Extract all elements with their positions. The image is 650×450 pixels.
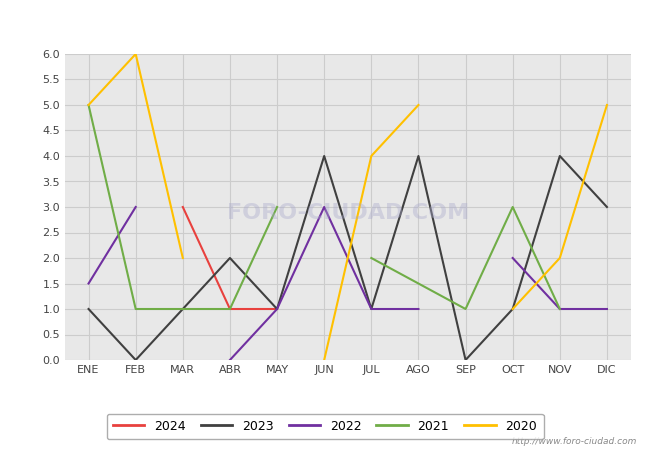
2023: [415, 153, 422, 159]
Line: 2020: 2020: [88, 54, 183, 258]
Legend: 2024, 2023, 2022, 2021, 2020: 2024, 2023, 2022, 2021, 2020: [107, 414, 543, 439]
Text: http://www.foro-ciudad.com: http://www.foro-ciudad.com: [512, 436, 637, 446]
2023: [367, 306, 375, 312]
2022: [132, 204, 140, 210]
2023: [179, 306, 187, 312]
Line: 2022: 2022: [88, 207, 136, 284]
2023: [603, 204, 611, 210]
Text: FORO-CIUDAD.COM: FORO-CIUDAD.COM: [227, 203, 469, 223]
2023: [556, 153, 564, 159]
2023: [132, 357, 140, 363]
2023: [84, 306, 92, 312]
2020: [132, 51, 140, 57]
Line: 2021: 2021: [88, 105, 277, 309]
2022: [84, 281, 92, 286]
2023: [226, 255, 234, 261]
2020: [179, 255, 187, 261]
2021: [84, 102, 92, 108]
2021: [132, 306, 140, 312]
2020: [84, 102, 92, 108]
Text: Matriculaciones de Vehiculos en Dozón: Matriculaciones de Vehiculos en Dozón: [163, 11, 487, 29]
2023: [273, 306, 281, 312]
2023: [509, 306, 517, 312]
2021: [273, 204, 281, 210]
2023: [320, 153, 328, 159]
2023: [462, 357, 469, 363]
2021: [179, 306, 187, 312]
2021: [226, 306, 234, 312]
Line: 2023: 2023: [88, 156, 607, 360]
